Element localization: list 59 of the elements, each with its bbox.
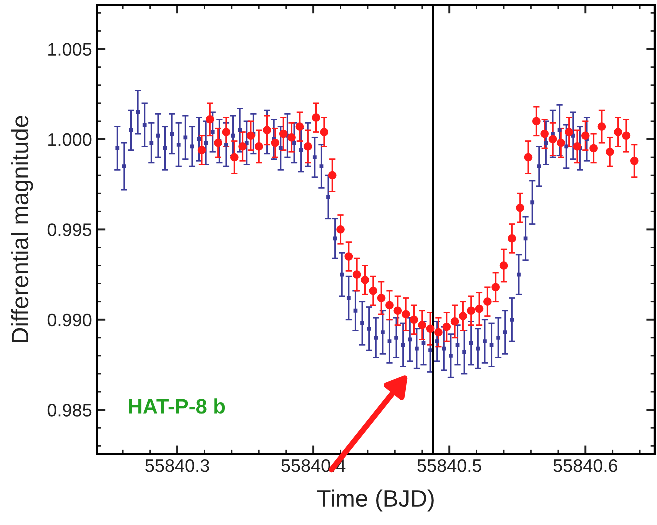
point — [328, 171, 337, 180]
point — [606, 148, 614, 156]
point — [377, 294, 386, 302]
point — [614, 128, 622, 136]
point — [320, 128, 329, 136]
point — [426, 324, 435, 334]
x-axis-title: Time (BJD) — [317, 490, 434, 512]
point — [410, 316, 418, 324]
point — [214, 138, 222, 148]
point — [556, 138, 566, 148]
point — [279, 130, 288, 138]
y-tick-label: 0.995 — [48, 224, 92, 236]
y-tick-label: 0.990 — [48, 314, 92, 327]
point — [344, 252, 354, 261]
y-axis-title: Differential magnitude — [11, 116, 34, 342]
point — [622, 132, 631, 140]
point — [540, 130, 549, 138]
x-tick-label: 55840.6 — [554, 459, 618, 472]
point — [492, 283, 500, 292]
point — [484, 298, 492, 306]
annotation: HAT-P-8 b — [129, 398, 226, 414]
point — [402, 310, 410, 319]
point — [386, 301, 394, 310]
point — [394, 306, 402, 316]
point — [288, 134, 296, 142]
point — [271, 138, 280, 148]
point — [361, 276, 370, 284]
point — [516, 204, 525, 212]
point — [336, 226, 345, 234]
y-tick-label: 0.985 — [48, 404, 92, 417]
point — [524, 153, 533, 162]
point — [369, 286, 378, 296]
point — [312, 114, 320, 122]
point — [532, 117, 541, 126]
point — [630, 156, 639, 166]
point — [467, 306, 476, 316]
point — [475, 304, 484, 314]
point — [263, 126, 272, 135]
point — [500, 262, 508, 270]
x-tick-label: 55840.3 — [146, 459, 210, 472]
point — [206, 115, 214, 124]
point — [222, 128, 231, 136]
point — [565, 128, 574, 136]
point — [573, 142, 582, 151]
point — [459, 312, 468, 320]
y-tick-label: 1.005 — [48, 43, 92, 56]
point — [434, 328, 443, 337]
point — [548, 135, 558, 144]
point — [246, 132, 256, 140]
point — [581, 132, 590, 140]
y-tick-label: 1.000 — [48, 133, 92, 146]
point — [254, 142, 264, 151]
point — [304, 142, 312, 151]
point — [198, 146, 206, 154]
point — [508, 234, 516, 243]
point — [352, 270, 362, 279]
x-tick-label: 55840.5 — [418, 459, 482, 472]
point — [590, 144, 598, 153]
point — [598, 122, 606, 132]
